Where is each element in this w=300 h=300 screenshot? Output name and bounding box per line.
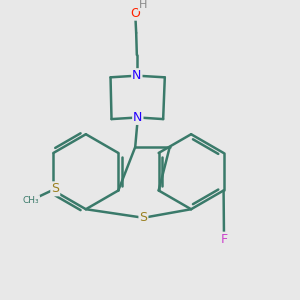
Text: S: S xyxy=(140,211,147,224)
Text: N: N xyxy=(133,111,142,124)
Text: S: S xyxy=(51,182,59,195)
Text: CH₃: CH₃ xyxy=(22,196,39,205)
Text: O: O xyxy=(130,7,140,20)
Text: H: H xyxy=(139,0,147,10)
Text: F: F xyxy=(220,233,228,246)
Text: N: N xyxy=(132,69,142,82)
